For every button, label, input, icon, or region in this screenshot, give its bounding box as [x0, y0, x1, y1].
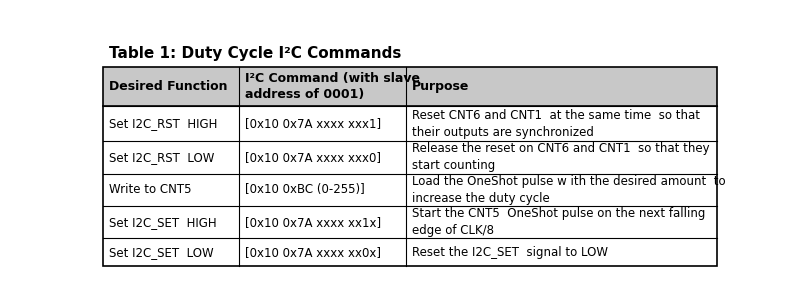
Text: Purpose: Purpose [412, 80, 470, 93]
Text: Load the OneShot pulse w ith the desired amount  to
increase the duty cycle: Load the OneShot pulse w ith the desired… [412, 175, 726, 205]
Text: I²C Command (with slave
address of 0001): I²C Command (with slave address of 0001) [246, 72, 420, 101]
Text: Set I2C_RST  HIGH: Set I2C_RST HIGH [110, 117, 218, 130]
Text: Release the reset on CNT6 and CNT1  so that they
start counting: Release the reset on CNT6 and CNT1 so th… [412, 142, 710, 173]
Text: Set I2C_SET  LOW: Set I2C_SET LOW [110, 246, 214, 259]
FancyBboxPatch shape [103, 106, 717, 141]
Text: Table 1: Duty Cycle I²C Commands: Table 1: Duty Cycle I²C Commands [110, 46, 402, 61]
Text: Reset CNT6 and CNT1  at the same time  so that
their outputs are synchronized: Reset CNT6 and CNT1 at the same time so … [412, 109, 700, 138]
Text: [0x10 0x7A xxxx xx1x]: [0x10 0x7A xxxx xx1x] [246, 216, 382, 229]
Text: [0x10 0x7A xxxx xx0x]: [0x10 0x7A xxxx xx0x] [246, 246, 382, 259]
Text: [0x10 0x7A xxxx xxx1]: [0x10 0x7A xxxx xxx1] [246, 117, 382, 130]
Text: [0x10 0xBC (0-255)]: [0x10 0xBC (0-255)] [246, 183, 365, 196]
FancyBboxPatch shape [103, 206, 717, 238]
Text: Set I2C_SET  HIGH: Set I2C_SET HIGH [110, 216, 217, 229]
FancyBboxPatch shape [103, 174, 717, 206]
Text: Set I2C_RST  LOW: Set I2C_RST LOW [110, 151, 214, 164]
Text: Reset the I2C_SET  signal to LOW: Reset the I2C_SET signal to LOW [412, 246, 608, 259]
FancyBboxPatch shape [103, 67, 717, 106]
FancyBboxPatch shape [103, 141, 717, 174]
Text: Desired Function: Desired Function [110, 80, 228, 93]
Text: Write to CNT5: Write to CNT5 [110, 183, 192, 196]
Text: Start the CNT5  OneShot pulse on the next falling
edge of CLK/8: Start the CNT5 OneShot pulse on the next… [412, 207, 706, 237]
FancyBboxPatch shape [103, 238, 717, 266]
Text: [0x10 0x7A xxxx xxx0]: [0x10 0x7A xxxx xxx0] [246, 151, 382, 164]
